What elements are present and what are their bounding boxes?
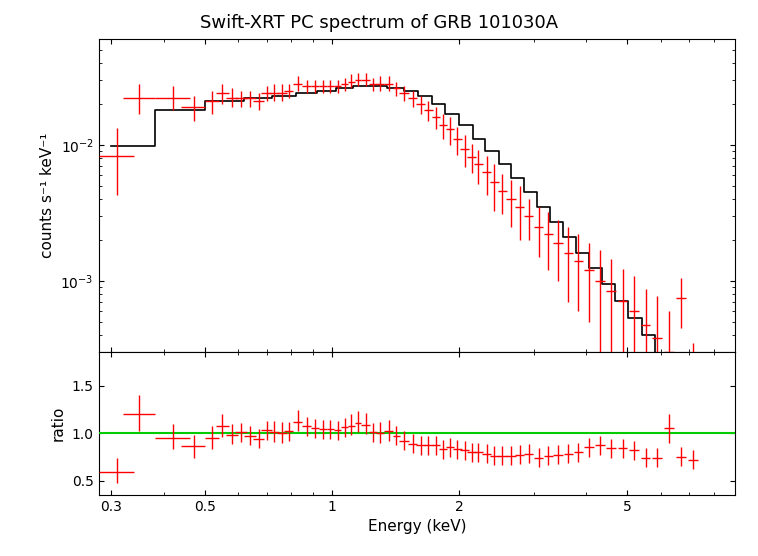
X-axis label: Energy (keV): Energy (keV) xyxy=(368,519,466,534)
Y-axis label: counts s⁻¹ keV⁻¹: counts s⁻¹ keV⁻¹ xyxy=(40,133,55,259)
Text: Swift-XRT PC spectrum of GRB 101030A: Swift-XRT PC spectrum of GRB 101030A xyxy=(200,14,558,32)
Y-axis label: ratio: ratio xyxy=(51,406,66,441)
